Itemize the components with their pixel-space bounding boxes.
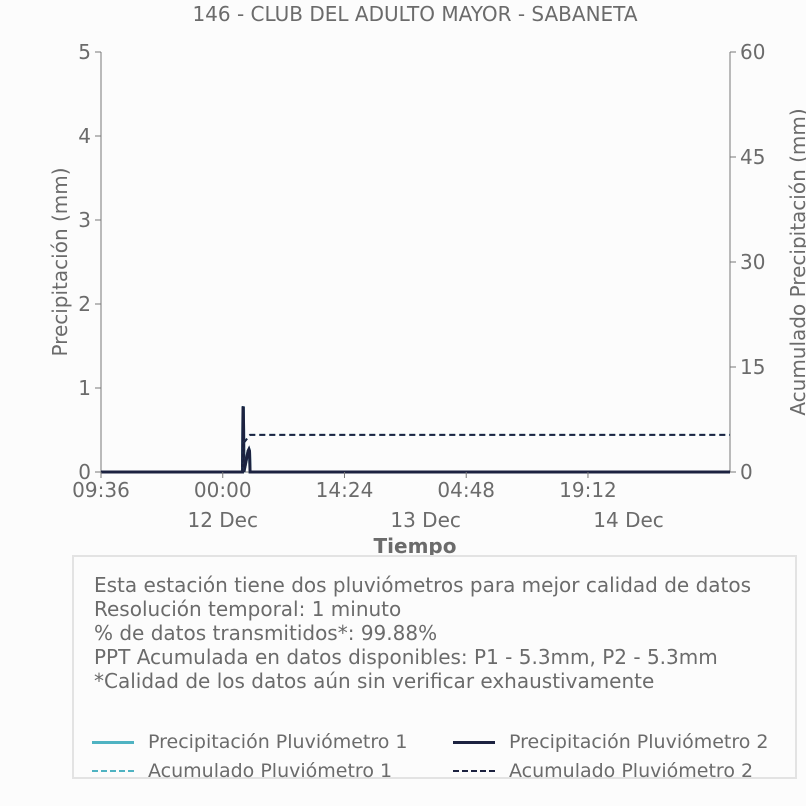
x-day-label: 12 Dec [187, 508, 258, 532]
y2-tick-label: 0 [740, 460, 753, 484]
y-axis-label: Precipitación (mm) [48, 167, 72, 356]
legend-swatch-dashed-navy [453, 770, 495, 772]
y2-tick-label: 45 [740, 145, 765, 169]
x-tick-label: 19:12 [559, 478, 617, 502]
info-line-accumulated: PPT Acumulada en datos disponibles: P1 -… [94, 645, 718, 669]
y-tick-label: 4 [78, 124, 91, 148]
info-line-stations: Esta estación tiene dos pluviómetros par… [94, 573, 752, 597]
legend-swatch-dashed-teal [92, 770, 134, 772]
y-tick-label: 1 [78, 376, 91, 400]
series-line-3 [101, 433, 730, 473]
legend-item-precip-2: Precipitación Pluviómetro 2 [453, 731, 769, 753]
info-line-quality: *Calidad de los datos aún sin verificar … [94, 669, 655, 693]
y-tick-label: 5 [78, 40, 91, 64]
series-line-1 [101, 406, 730, 474]
legend-label: Acumulado Pluviómetro 1 [148, 760, 393, 782]
x-tick-label: 14:24 [316, 478, 374, 502]
legend-swatch-solid-teal [92, 740, 134, 744]
series-line-2 [101, 406, 730, 474]
y2-tick-label: 15 [740, 355, 765, 379]
info-text: Esta estación tiene dos pluviómetros par… [94, 573, 751, 693]
x-axis-label: Tiempo [374, 534, 457, 558]
right-axis-ticks: 0 15 30 45 60 [730, 40, 765, 484]
data-marks [101, 406, 730, 474]
y2-tick-label: 30 [740, 250, 765, 274]
legend-swatch-solid-navy [453, 740, 495, 744]
series-line-4 [101, 433, 730, 473]
y2-axis-label: Acumulado Precipitación (mm) [786, 108, 806, 415]
legend-label: Precipitación Pluviómetro 1 [148, 731, 408, 753]
x-tick-label: 09:36 [72, 478, 130, 502]
x-tick-label: 00:00 [194, 478, 252, 502]
legend-item-accum-1: Acumulado Pluviómetro 1 [92, 760, 392, 782]
legend-item-accum-2: Acumulado Pluviómetro 2 [453, 760, 753, 782]
y-tick-label: 3 [78, 208, 91, 232]
info-box: Esta estación tiene dos pluviómetros par… [72, 555, 797, 782]
left-axis-ticks: 0 1 2 3 4 5 [78, 40, 101, 484]
x-axis-ticks: 09:36 00:00 14:24 04:48 19:12 12 Dec 13 Dec 14 … [72, 472, 664, 532]
x-day-label: 13 Dec [390, 508, 461, 532]
info-line-resolution: Resolución temporal: 1 minuto [94, 597, 402, 621]
x-day-label: 14 Dec [593, 508, 664, 532]
y2-tick-label: 60 [740, 40, 765, 64]
legend-item-precip-1: Precipitación Pluviómetro 1 [92, 731, 408, 753]
info-line-transmitted: % de datos transmitidos*: 99.88% [94, 621, 438, 645]
y-tick-label: 0 [78, 460, 91, 484]
legend-label: Precipitación Pluviómetro 2 [509, 731, 769, 753]
plot-area [100, 52, 731, 473]
chart-title: 146 - CLUB DEL ADULTO MAYOR - SABANETA [192, 2, 637, 26]
precipitation-chart: 146 - CLUB DEL ADULTO MAYOR - SABANETA 0… [48, 2, 806, 558]
x-tick-label: 04:48 [437, 478, 495, 502]
y-tick-label: 2 [78, 292, 91, 316]
legend-label: Acumulado Pluviómetro 2 [509, 760, 754, 782]
